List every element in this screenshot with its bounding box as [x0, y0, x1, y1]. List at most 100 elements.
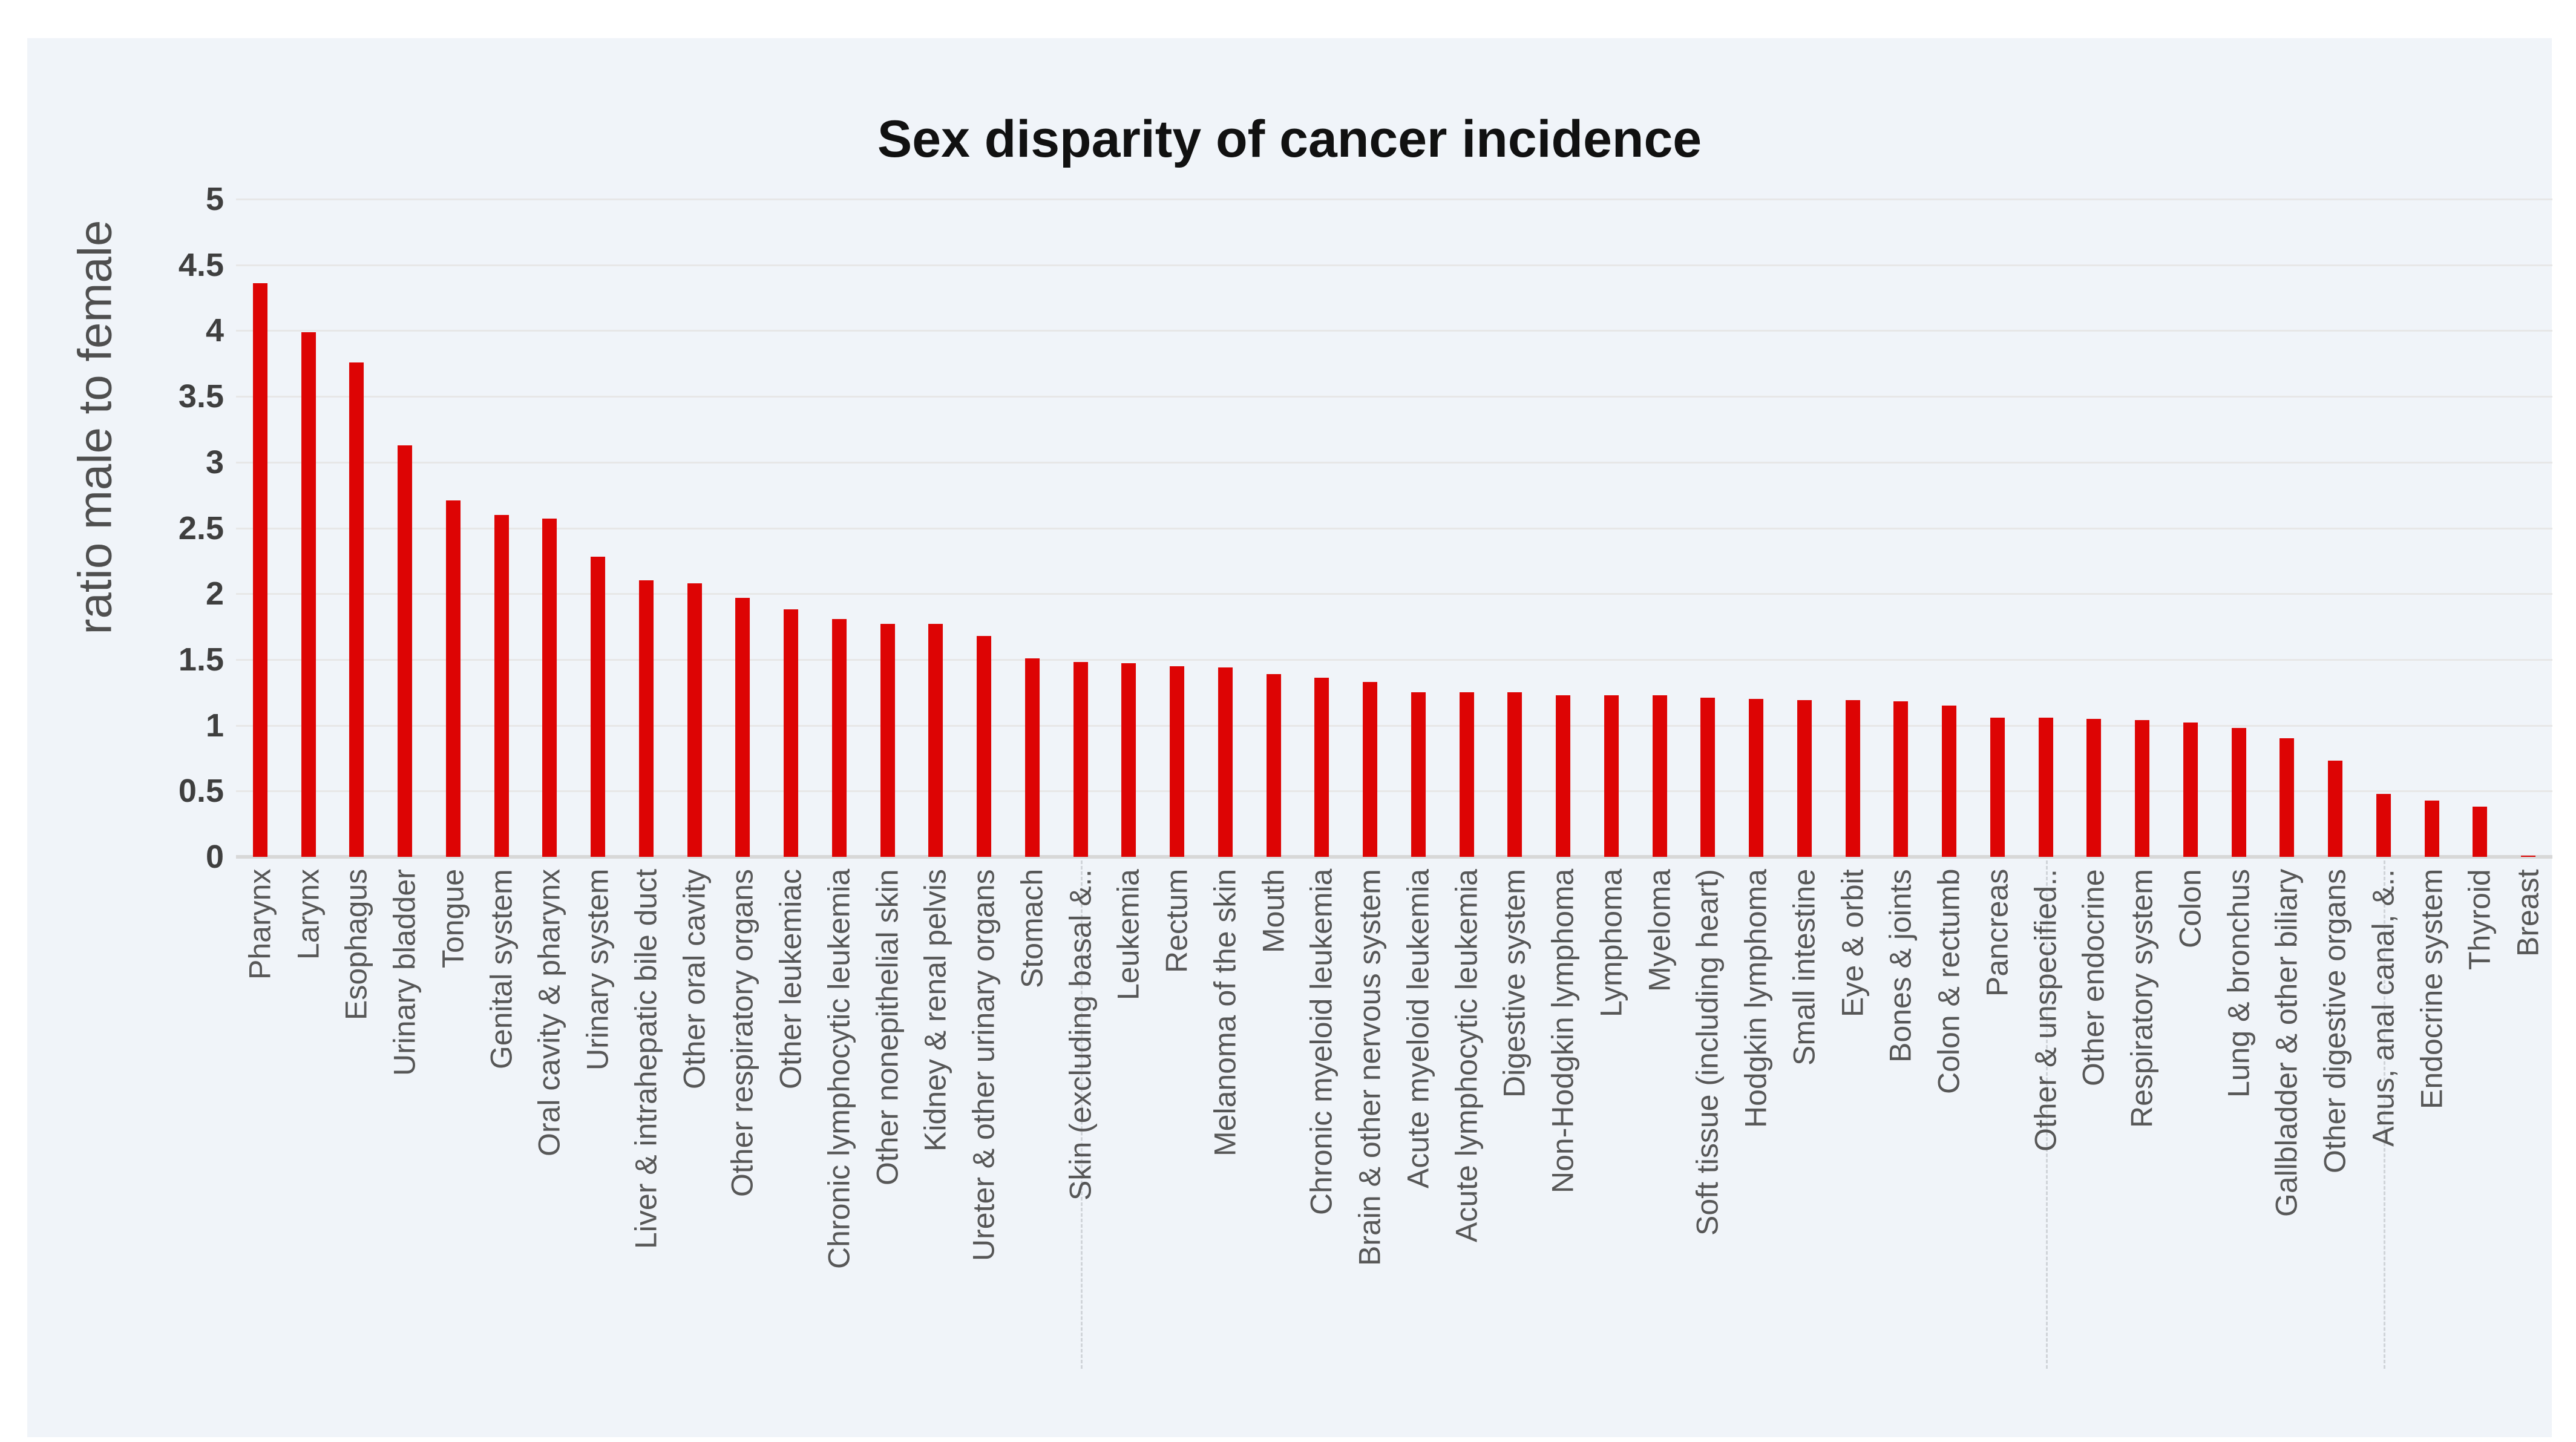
- bar: [784, 609, 799, 857]
- bar: [2279, 738, 2295, 857]
- bar: [301, 332, 316, 857]
- bar: [1749, 699, 1764, 857]
- bar-slot: Soft tissue (including heart): [1684, 199, 1732, 1236]
- bar: [2086, 718, 2102, 857]
- x-axis-label: Esophagus: [339, 869, 373, 1021]
- y-axis-tick-label: 5: [205, 181, 224, 217]
- gridline: [236, 724, 2552, 727]
- bar: [494, 514, 509, 857]
- bar-series: Pharynx Larynx Esophagus Urinary bladder Ton…: [236, 199, 2552, 1369]
- x-axis-label: Other digestive organs: [2318, 869, 2352, 1174]
- bar-slot: Larynx: [284, 199, 333, 960]
- x-axis-label: Bones & joints: [1883, 869, 1918, 1063]
- x-axis-label: Other respiratory organs: [725, 869, 759, 1197]
- bar: [2183, 723, 2198, 857]
- bar-slot: Colon: [2166, 199, 2215, 948]
- gridline: [236, 461, 2552, 464]
- gridline: [236, 264, 2552, 266]
- x-axis-label: Other & unspecified..: [2028, 869, 2062, 1152]
- x-axis-label: Other leukemiac: [773, 869, 808, 1090]
- bar-slot: Mouth: [1250, 199, 1298, 953]
- bar: [831, 618, 847, 857]
- x-axis-label: Skin (excluding basal &..: [1063, 869, 1097, 1201]
- bar-slot: Liver & intrahepatic bile duct: [622, 199, 670, 1249]
- x-axis-label: Endocrine system: [2414, 869, 2448, 1110]
- truncated-label-indicator: [2045, 860, 2048, 1369]
- x-axis-label: Lymphoma: [1594, 869, 1628, 1018]
- bar-slot: Rectum: [1153, 199, 1201, 973]
- bar: [445, 500, 460, 857]
- bar-slot: Pharynx: [236, 199, 284, 980]
- x-axis-baseline: [236, 855, 2552, 859]
- bar: [1266, 673, 1281, 857]
- bar-slot: Chronic lymphocytic leukemia: [815, 199, 864, 1269]
- bar-slot: Thyroid: [2456, 199, 2505, 970]
- x-axis-label: Genital system: [483, 869, 518, 1069]
- bar-slot: Other oral cavity: [670, 199, 719, 1089]
- bar-slot: Anus, anal canal, &..: [2359, 199, 2408, 1369]
- bar-slot: Hodgkin lymphoma: [1732, 199, 1780, 1128]
- bar: [2424, 800, 2439, 857]
- bar: [1170, 666, 1185, 857]
- bar: [2038, 717, 2053, 857]
- x-axis-label: Hodgkin lymphoma: [1739, 869, 1773, 1128]
- bar-slot: Bones & joints: [1877, 199, 1925, 1063]
- x-axis-label: Stomach: [1015, 869, 1049, 989]
- y-axis-tick-label: 1: [205, 707, 224, 744]
- x-axis-label: Ureter & other urinary organs: [966, 869, 1001, 1261]
- bar-slot: Esophagus: [333, 199, 381, 1020]
- x-axis-label: Melanoma of the skin: [1208, 869, 1242, 1157]
- bar-slot: Gallbladder & other biliary: [2263, 199, 2312, 1217]
- bar-slot: Endocrine system: [2408, 199, 2456, 1109]
- bar: [638, 580, 654, 857]
- chart-title: Sex disparity of cancer incidence: [877, 110, 1702, 168]
- bar-slot: Other digestive organs: [2311, 199, 2359, 1173]
- bar: [735, 597, 750, 857]
- y-axis-tick-label: 3.5: [178, 378, 224, 415]
- bar-slot: Melanoma of the skin: [1201, 199, 1250, 1156]
- x-axis-label: Pancreas: [1980, 869, 2014, 997]
- bar: [542, 519, 557, 857]
- bar: [1363, 681, 1378, 857]
- bar: [1459, 692, 1474, 857]
- bar: [1797, 700, 1812, 857]
- bar: [928, 624, 943, 857]
- x-axis-label: Larynx: [290, 869, 325, 960]
- bar: [687, 583, 702, 857]
- y-axis-tick-label: 4: [205, 312, 224, 349]
- bar: [1845, 700, 1860, 857]
- x-axis-label: Chronic lymphocytic leukemia: [822, 869, 856, 1270]
- bar-slot: Colon & rectumb: [1925, 199, 1973, 1094]
- x-axis-label: Thyroid: [2462, 869, 2497, 970]
- x-axis-label: Liver & intrahepatic bile duct: [629, 869, 663, 1250]
- plot-area: 0 0.5 1 1.5 2 2.5 3 3.5 4 4.5 5 Pharynx Larynx Esoph…: [179, 181, 2552, 1369]
- x-axis-label: Small intestine: [1787, 869, 1821, 1066]
- bar: [2521, 855, 2536, 857]
- bar-slot: Oral cavity & pharynx: [526, 199, 574, 1156]
- x-axis-label: Gallbladder & other biliary: [2269, 869, 2304, 1218]
- truncated-label-indicator: [1080, 860, 1083, 1369]
- x-axis-label: Colon & rectumb: [1932, 869, 1966, 1095]
- gridline: [236, 658, 2552, 661]
- bar-slot: Tongue: [429, 199, 477, 968]
- bar-slot: Chronic myeloid leukemia: [1298, 199, 1346, 1215]
- bar: [1700, 697, 1716, 857]
- bar: [2231, 727, 2246, 857]
- x-axis-label: Urinary bladder: [387, 869, 422, 1076]
- y-axis-tick-label: 2: [205, 575, 224, 612]
- y-axis-tick-label: 1.5: [178, 641, 224, 678]
- x-axis-label: Acute lymphocytic leukemia: [1449, 869, 1483, 1242]
- bar-slot: Urinary bladder: [381, 199, 429, 1076]
- x-axis-label: Breast: [2511, 869, 2545, 957]
- bar-slot: Eye & orbit: [1829, 199, 1877, 1017]
- x-axis-label: Eye & orbit: [1835, 869, 1869, 1017]
- bar-slot: Skin (excluding basal &..: [1057, 199, 1105, 1369]
- gridline: [236, 593, 2552, 595]
- bar: [1314, 678, 1329, 857]
- bar-slot: Kidney & renal pelvis: [912, 199, 960, 1152]
- bar-slot: Breast: [2504, 199, 2552, 957]
- bar-slot: Other nonepithelial skin: [864, 199, 912, 1185]
- x-axis-label: Tongue: [436, 869, 470, 969]
- x-axis-label: Digestive system: [1497, 869, 1532, 1098]
- x-axis-label: Leukemia: [1111, 869, 1145, 1000]
